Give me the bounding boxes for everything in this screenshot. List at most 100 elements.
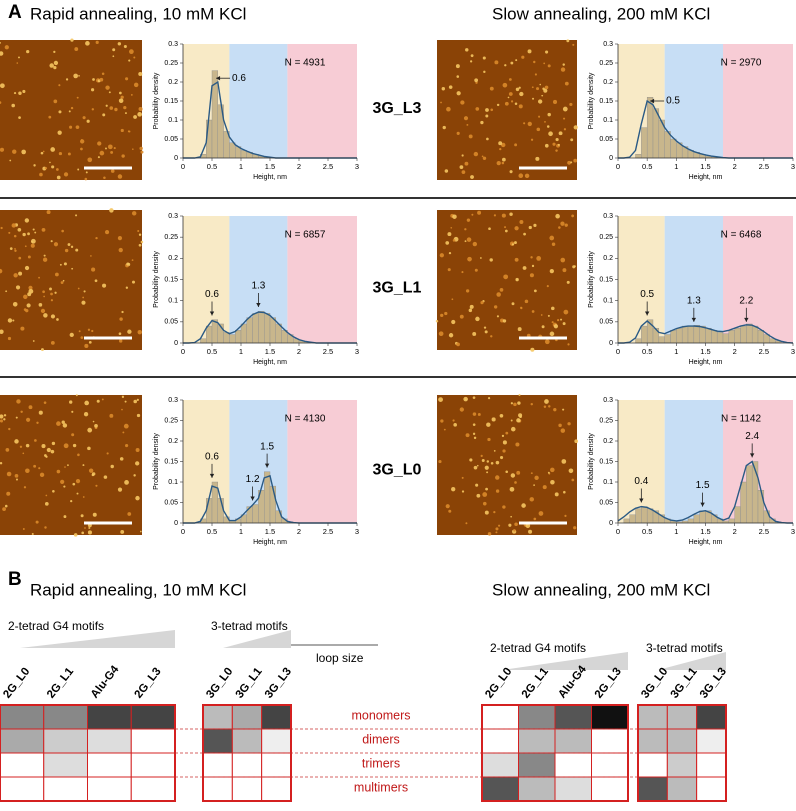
afm-speckle bbox=[40, 308, 46, 314]
afm-speckle bbox=[480, 301, 484, 305]
y-tick-label: 0 bbox=[609, 155, 613, 162]
x-tick-label: 1 bbox=[674, 527, 678, 536]
afm-speckle bbox=[560, 257, 566, 263]
afm-speckle bbox=[502, 449, 506, 453]
afm-speckle bbox=[531, 86, 534, 89]
afm-speckle bbox=[465, 433, 470, 438]
afm-speckle bbox=[123, 423, 129, 429]
afm-speckle bbox=[553, 324, 559, 329]
afm-speckle bbox=[56, 175, 61, 180]
afm-speckle bbox=[125, 286, 129, 289]
afm-speckle bbox=[39, 472, 45, 478]
afm-speckle bbox=[546, 285, 549, 288]
afm-speckle bbox=[40, 151, 44, 155]
afm-speckle bbox=[564, 514, 567, 517]
histogram-bar bbox=[670, 138, 677, 159]
afm-speckle bbox=[549, 268, 554, 274]
afm-speckle bbox=[105, 85, 110, 90]
y-tick-label: 0.15 bbox=[599, 276, 613, 283]
afm-speckle bbox=[77, 453, 80, 457]
afm-speckle bbox=[91, 108, 95, 111]
afm-speckle bbox=[53, 99, 58, 104]
y-tick-label: 0.05 bbox=[599, 136, 613, 143]
afm-speckle bbox=[138, 71, 143, 77]
afm-speckle bbox=[465, 398, 467, 401]
histogram-bar bbox=[641, 325, 648, 344]
afm-speckle bbox=[119, 457, 124, 461]
afm-speckle bbox=[448, 509, 452, 513]
afm-speckle bbox=[509, 212, 513, 216]
histogram-bar bbox=[699, 510, 706, 524]
x-tick-label: 3 bbox=[791, 347, 795, 356]
x-tick-label: 1.5 bbox=[265, 162, 275, 171]
afm-speckle bbox=[521, 55, 525, 59]
annotation-label: 1.5 bbox=[696, 480, 710, 491]
afm-speckle bbox=[483, 70, 486, 74]
annotation-label: 1.2 bbox=[246, 474, 260, 485]
afm-speckle bbox=[58, 151, 63, 156]
y-tick-label: 0.15 bbox=[164, 276, 178, 283]
afm-speckle bbox=[562, 268, 567, 273]
afm-speckle bbox=[15, 285, 21, 290]
afm-speckle bbox=[49, 161, 51, 164]
afm-speckle bbox=[563, 490, 566, 494]
afm-speckle bbox=[539, 83, 542, 86]
histogram-bar bbox=[629, 514, 636, 524]
afm-speckle bbox=[119, 339, 123, 343]
afm-speckle bbox=[451, 319, 456, 325]
afm-speckle bbox=[140, 150, 144, 154]
height-region bbox=[287, 216, 357, 343]
column-label: 2G_L1 bbox=[45, 665, 76, 701]
afm-speckle bbox=[468, 308, 473, 313]
afm-speckle bbox=[501, 161, 505, 165]
table-cell bbox=[43, 776, 88, 802]
histogram-bar bbox=[740, 481, 747, 524]
x-axis-label: Height, nm bbox=[253, 359, 287, 366]
afm-speckle bbox=[124, 112, 127, 115]
afm-speckle bbox=[519, 220, 524, 224]
afm-speckle bbox=[27, 255, 31, 259]
afm-speckle bbox=[18, 271, 23, 276]
afm-speckle bbox=[563, 117, 566, 120]
afm-speckle bbox=[573, 158, 578, 163]
x-tick-label: 1 bbox=[239, 347, 243, 356]
afm-speckle bbox=[57, 130, 62, 135]
afm-speckle bbox=[527, 121, 532, 127]
annotation-arrowhead bbox=[250, 496, 255, 501]
afm-speckle bbox=[486, 471, 489, 474]
annotation-arrowhead bbox=[264, 463, 270, 468]
afm-speckle bbox=[567, 422, 571, 426]
afm-speckle bbox=[444, 169, 449, 173]
afm-speckle bbox=[63, 515, 67, 518]
x-tick-label: 0.5 bbox=[207, 527, 217, 536]
afm-speckle bbox=[471, 213, 474, 216]
afm-speckle bbox=[102, 113, 106, 117]
afm-speckle bbox=[32, 340, 35, 342]
afm-speckle bbox=[567, 160, 571, 165]
afm-speckle bbox=[50, 292, 53, 296]
afm-speckle bbox=[24, 218, 30, 223]
afm-speckle bbox=[570, 161, 573, 164]
y-tick-label: 0.25 bbox=[599, 417, 613, 424]
histogram-bar bbox=[269, 317, 277, 344]
table-cell bbox=[666, 752, 698, 778]
afm-speckle bbox=[110, 464, 114, 469]
afm-speckle bbox=[137, 230, 140, 233]
table-cell bbox=[231, 728, 263, 754]
afm-speckle bbox=[484, 330, 488, 334]
afm-speckle bbox=[106, 452, 109, 455]
afm-speckle bbox=[123, 106, 127, 110]
afm-speckle bbox=[129, 49, 134, 55]
afm-speckle bbox=[542, 87, 545, 90]
x-tick-label: 0 bbox=[616, 162, 620, 171]
afm-speckle bbox=[485, 108, 489, 112]
afm-speckle bbox=[114, 107, 118, 112]
afm-speckle bbox=[557, 319, 560, 322]
afm-speckle bbox=[18, 256, 22, 260]
table-cell bbox=[518, 776, 556, 802]
x-tick-label: 0.5 bbox=[642, 347, 652, 356]
afm-speckle bbox=[552, 99, 558, 104]
afm-speckle bbox=[495, 489, 500, 493]
afm-speckle bbox=[466, 218, 471, 222]
afm-speckle bbox=[33, 464, 37, 468]
